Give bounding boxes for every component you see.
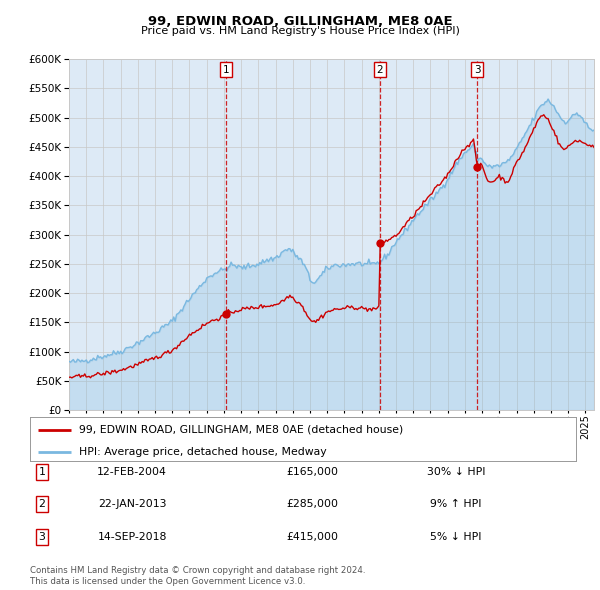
Text: 99, EDWIN ROAD, GILLINGHAM, ME8 0AE: 99, EDWIN ROAD, GILLINGHAM, ME8 0AE bbox=[148, 15, 452, 28]
Text: 5% ↓ HPI: 5% ↓ HPI bbox=[430, 532, 482, 542]
Text: 12-FEB-2004: 12-FEB-2004 bbox=[97, 467, 167, 477]
Text: £285,000: £285,000 bbox=[286, 500, 338, 509]
Text: 1: 1 bbox=[38, 467, 46, 477]
Text: £415,000: £415,000 bbox=[286, 532, 338, 542]
Text: 14-SEP-2018: 14-SEP-2018 bbox=[97, 532, 167, 542]
Text: 30% ↓ HPI: 30% ↓ HPI bbox=[427, 467, 485, 477]
Text: 3: 3 bbox=[474, 65, 481, 75]
Text: 22-JAN-2013: 22-JAN-2013 bbox=[98, 500, 166, 509]
Text: This data is licensed under the Open Government Licence v3.0.: This data is licensed under the Open Gov… bbox=[30, 577, 305, 586]
Text: 2: 2 bbox=[377, 65, 383, 75]
Text: 99, EDWIN ROAD, GILLINGHAM, ME8 0AE (detached house): 99, EDWIN ROAD, GILLINGHAM, ME8 0AE (det… bbox=[79, 425, 403, 434]
Text: 2: 2 bbox=[38, 500, 46, 509]
Text: £165,000: £165,000 bbox=[286, 467, 338, 477]
Text: Contains HM Land Registry data © Crown copyright and database right 2024.: Contains HM Land Registry data © Crown c… bbox=[30, 566, 365, 575]
Text: Price paid vs. HM Land Registry's House Price Index (HPI): Price paid vs. HM Land Registry's House … bbox=[140, 26, 460, 36]
Text: 1: 1 bbox=[223, 65, 229, 75]
Text: 9% ↑ HPI: 9% ↑ HPI bbox=[430, 500, 482, 509]
Text: HPI: Average price, detached house, Medway: HPI: Average price, detached house, Medw… bbox=[79, 447, 327, 457]
Text: 3: 3 bbox=[38, 532, 46, 542]
